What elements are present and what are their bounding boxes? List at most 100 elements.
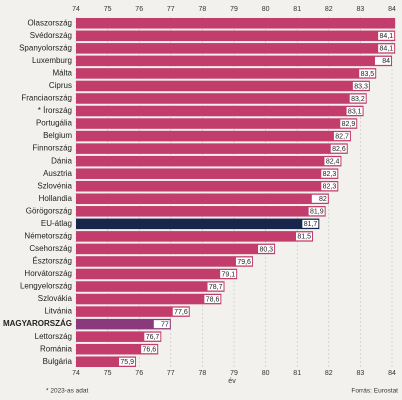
value-label-box [204,295,221,304]
x-tick-label-top: 82 [325,6,333,13]
y-tick-label: * Írország [38,106,72,115]
value-label-box [220,269,237,278]
value-label: 78,6 [206,296,220,303]
x-tick-label-top: 79 [230,6,238,13]
value-label: 83,2 [351,96,365,103]
value-label-box [359,69,376,78]
bar [76,93,367,104]
y-tick-label: Hollandia [39,194,73,203]
x-tick-label-bottom: 74 [72,370,80,377]
value-label-box [141,345,158,354]
y-tick-label: Spanyolország [19,43,72,52]
bar [76,130,351,142]
value-label-box [258,244,275,253]
x-tick-label-bottom: 75 [104,370,112,377]
value-label: 80,3 [259,246,273,253]
value-label: 84 [382,58,390,65]
y-tick-label: Ciprus [49,81,72,90]
value-label: 77,6 [174,309,188,316]
value-label-box [235,257,252,266]
x-tick-label-top: 80 [262,6,270,13]
value-label-box [321,169,338,178]
value-label: 77 [161,321,169,328]
value-label-box [207,282,224,291]
y-tick-label: Franciaország [21,94,72,103]
y-tick-label: MAGYARORSZÁG [3,319,72,328]
y-tick-label: Észtország [32,257,72,266]
x-tick-label-bottom: 79 [230,370,238,377]
y-tick-label: Svédország [30,31,72,40]
y-tick-label: Litvánia [44,307,72,316]
value-label-box [340,119,357,128]
y-tick-label: Lettország [35,332,72,341]
value-label: 79,6 [237,259,251,266]
y-tick-label: Görögország [26,206,72,215]
value-label-box [144,332,161,341]
value-label: 76,6 [143,347,157,354]
x-tick-label-bottom: 78 [199,370,207,377]
bar [76,80,370,92]
x-tick-label-top: 83 [357,6,365,13]
value-label: 83,3 [354,83,368,90]
bar [76,18,396,29]
bar [76,318,171,330]
x-tick-label-bottom: 84 [388,370,396,377]
x-tick-label-top: 75 [104,6,112,13]
y-tick-label: Lengyelország [20,282,72,291]
value-label-box [153,320,170,329]
x-tick-label-top: 77 [167,6,175,13]
value-label: 78,7 [209,284,223,291]
y-tick-label: Szlovákia [38,294,73,303]
x-tick-label-bottom: 82 [325,370,333,377]
y-tick-label: Olaszország [28,18,72,27]
bar [76,231,313,242]
value-label-box [375,56,391,65]
bar [76,243,276,255]
bar [76,331,162,342]
value-label: 81,5 [297,234,311,241]
bar [76,218,320,230]
bar [76,30,396,42]
y-tick-label: Ausztria [43,169,72,178]
x-tick-label-bottom: 80 [262,370,270,377]
bar [76,43,396,54]
value-label-box [302,219,319,228]
x-tick-label-bottom: 81 [293,370,301,377]
bar [76,68,377,79]
bar [76,105,364,117]
value-label-box [330,144,347,153]
value-label: 79,1 [222,271,236,278]
x-tick-label-bottom: 77 [167,370,175,377]
bar [76,343,159,355]
bar [76,206,326,217]
footnote: * 2023-as adat [46,388,88,395]
bar [76,118,358,129]
y-tick-label: Finnország [32,144,72,153]
y-tick-label: Horvátország [24,269,72,278]
value-label-box [346,107,363,116]
value-label: 82,9 [342,121,356,128]
value-label-box [119,357,136,366]
bar [76,155,342,167]
bar [76,306,190,317]
bar [76,268,238,280]
value-label-box [378,31,395,40]
bar [76,293,222,305]
value-label: 82,3 [323,171,337,178]
y-tick-label: Németország [24,231,72,240]
value-label-box [172,307,189,316]
y-tick-label: Bulgária [43,357,73,366]
bar [76,356,137,367]
value-label: 82,7 [335,133,349,140]
bar [76,281,225,292]
x-tick-label-top: 81 [293,6,301,13]
y-tick-label: Szlovénia [37,181,72,190]
value-label: 82,4 [326,159,340,166]
value-label-box [321,182,338,191]
value-label: 82,6 [332,146,346,153]
value-label: 83,1 [348,108,362,115]
bar [76,143,348,154]
value-label: 76,7 [146,334,160,341]
x-tick-label-top: 76 [135,6,143,13]
